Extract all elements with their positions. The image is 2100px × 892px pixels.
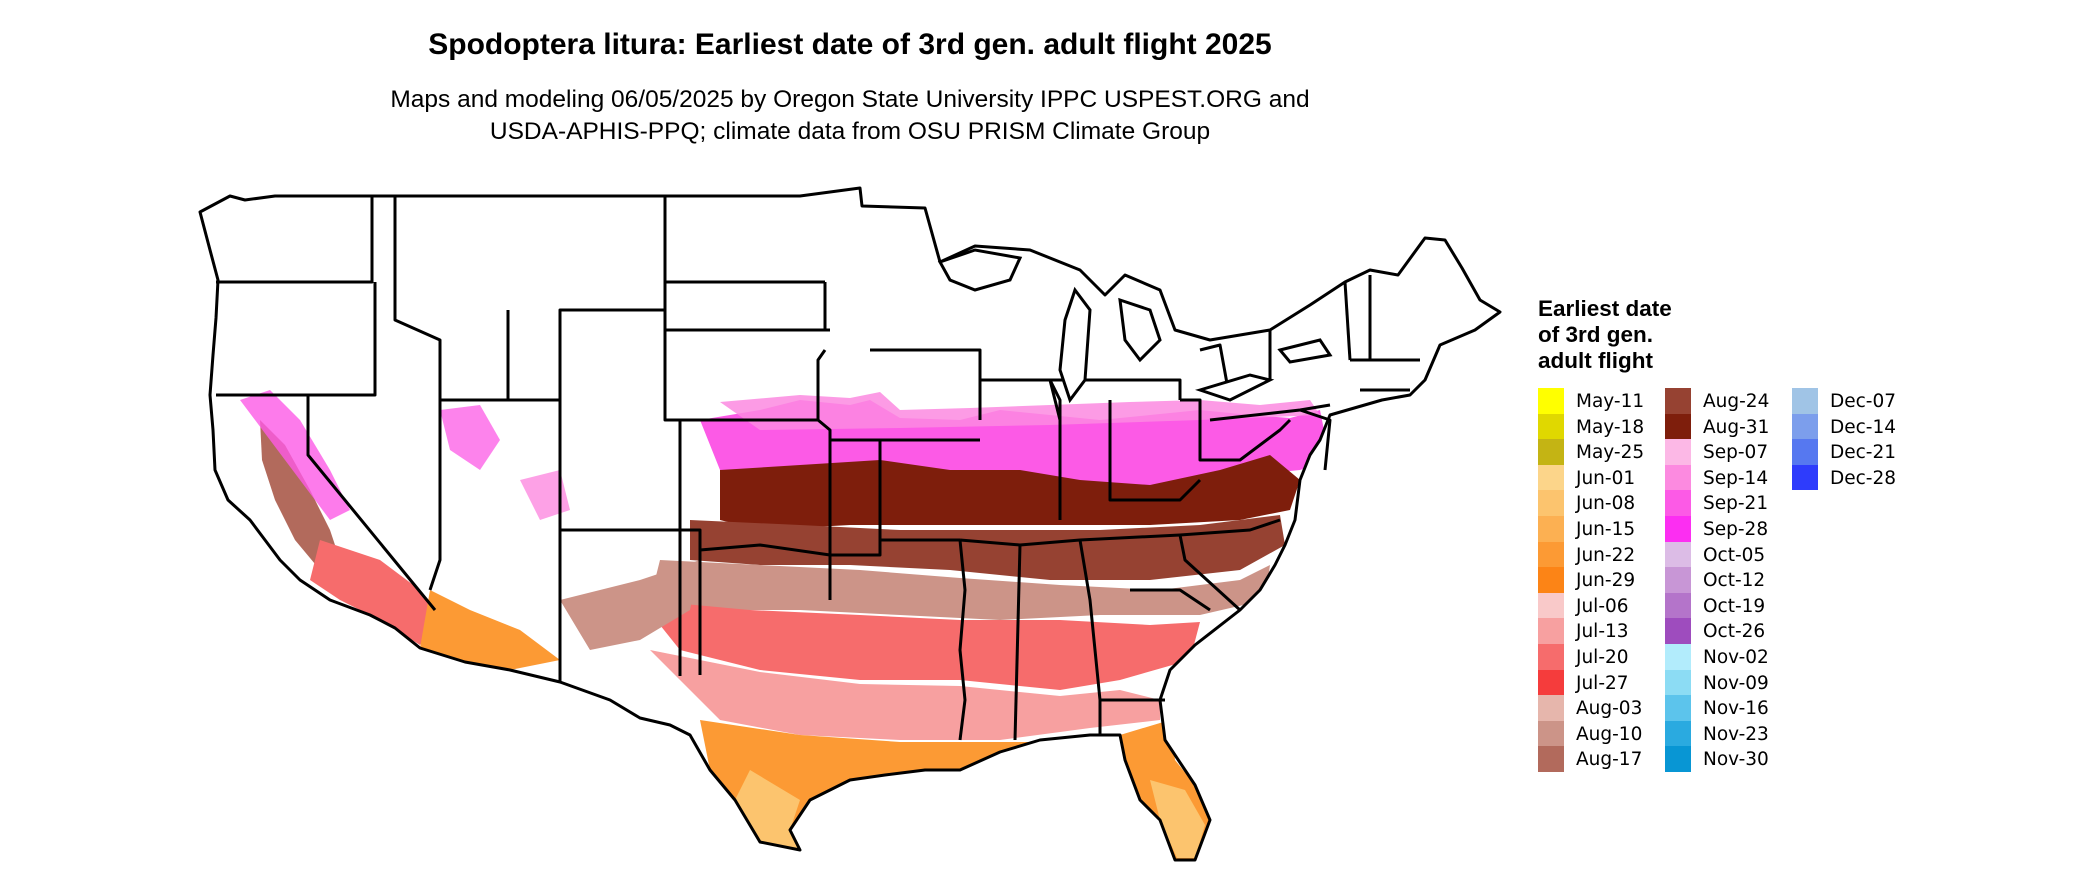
- legend-label: Dec-28: [1830, 467, 1897, 489]
- legend-label: Jul-06: [1576, 595, 1629, 617]
- legend-swatch: [1665, 720, 1691, 747]
- zone-jul-pink: [650, 650, 1160, 740]
- zone-aug-medium: [690, 515, 1285, 580]
- zone-arizona: [420, 590, 560, 670]
- zone-great-basin-fringe: [440, 405, 500, 470]
- legend-swatch: [1665, 592, 1691, 619]
- zone-sep-lavender: [720, 392, 1320, 430]
- legend-swatch: [1538, 388, 1564, 414]
- legend-swatch: [1538, 490, 1564, 516]
- subtitle-line-2: USDA-APHIS-PPQ; climate data from OSU PR…: [489, 118, 1211, 145]
- legend-swatch: [1792, 413, 1818, 440]
- zone-ca-valley: [260, 420, 340, 570]
- legend-swatch: [1538, 746, 1564, 772]
- legend-label: Jun-22: [1576, 544, 1636, 566]
- zone-nm-tx-west: [560, 560, 700, 650]
- great-lakes: [937, 248, 1333, 404]
- legend-swatch: [1665, 490, 1691, 516]
- legend-swatch: [1538, 643, 1564, 670]
- legend-label: Aug-24: [1703, 391, 1770, 412]
- legend-label: Oct-12: [1703, 570, 1766, 592]
- legend-swatch: [1538, 464, 1564, 491]
- zone-socal: [310, 540, 440, 645]
- legend-label: Aug-17: [1576, 749, 1643, 771]
- legend-swatch: [1792, 439, 1818, 465]
- legend-swatch: [1792, 464, 1818, 491]
- zone-jul-red: [640, 600, 1200, 690]
- legend-label: Nov-30: [1703, 749, 1769, 771]
- legend-swatch: [1665, 439, 1691, 465]
- legend-label: Jul-20: [1576, 646, 1629, 668]
- legend-swatch: [1665, 541, 1691, 568]
- zone-utah-fringe: [520, 470, 570, 520]
- legend-label: Sep-28: [1703, 518, 1769, 540]
- state-boundaries: [198, 186, 1502, 862]
- zone-florida-south: [1150, 780, 1205, 858]
- legend-title-line-1: Earliest date: [1538, 296, 1672, 321]
- legend-swatch: [1665, 413, 1691, 440]
- subtitle-line-1: Maps and modeling 06/05/2025 by Oregon S…: [390, 86, 1310, 113]
- legend-label: Oct-26: [1703, 621, 1766, 643]
- legend-label: Jun-15: [1576, 518, 1636, 540]
- legend-title-line-3: adult flight: [1538, 348, 1653, 373]
- legend-swatch: [1665, 643, 1691, 670]
- legend-label: Oct-05: [1703, 544, 1766, 566]
- legend-swatch: [1665, 388, 1691, 414]
- legend-swatch: [1538, 669, 1564, 696]
- legend-swatch: [1538, 592, 1564, 619]
- legend-label: Aug-10: [1576, 723, 1643, 745]
- legend-swatch: [1665, 669, 1691, 696]
- map-subtitle: Maps and modeling 06/05/2025 by Oregon S…: [0, 84, 1700, 148]
- legend-label: Dec-14: [1830, 416, 1897, 438]
- legend-label: Jul-27: [1576, 672, 1629, 694]
- legend-label: May-18: [1576, 416, 1645, 438]
- legend-swatch: [1665, 515, 1691, 542]
- legend-label: Jun-08: [1576, 493, 1636, 515]
- legend-swatch: [1538, 439, 1564, 465]
- legend-label: Sep-14: [1703, 467, 1769, 489]
- legend-swatch: [1538, 515, 1564, 542]
- legend-swatch: [1538, 541, 1564, 568]
- legend-label: Jun-29: [1576, 570, 1636, 592]
- legend-swatch: [1665, 695, 1691, 721]
- legend-swatch: [1665, 464, 1691, 491]
- legend-label: Dec-21: [1830, 442, 1897, 464]
- legend-swatch: [1538, 413, 1564, 440]
- legend-label: Aug-03: [1576, 698, 1643, 720]
- legend-swatch: [1665, 746, 1691, 772]
- legend-label: Sep-07: [1703, 442, 1769, 464]
- legend-label: Nov-16: [1703, 698, 1769, 720]
- legend-label: Jul-13: [1576, 621, 1629, 643]
- legend-label: Aug-31: [1703, 416, 1770, 438]
- legend-label: Sep-21: [1703, 493, 1769, 515]
- legend-swatch: [1538, 695, 1564, 721]
- legend-label: Dec-07: [1830, 391, 1897, 412]
- zone-sw-fringe: [240, 390, 350, 520]
- legend-swatch: [1792, 388, 1818, 414]
- map-title: Spodoptera litura: Earliest date of 3rd …: [428, 28, 1272, 61]
- legend-label: Oct-19: [1703, 595, 1766, 617]
- zone-jun-light: [735, 770, 800, 850]
- legend-label: Nov-09: [1703, 672, 1769, 694]
- legend-swatch: [1538, 567, 1564, 593]
- legend-title-line-2: of 3rd gen.: [1538, 322, 1654, 347]
- zone-aug-dark: [720, 455, 1300, 530]
- legend-label: Nov-23: [1703, 723, 1769, 745]
- legend-swatch: [1538, 720, 1564, 747]
- legend-swatch: [1665, 567, 1691, 593]
- legend-label: Nov-02: [1703, 646, 1769, 668]
- legend-label: Jun-01: [1576, 467, 1636, 489]
- legend-swatch: [1538, 618, 1564, 644]
- legend-title: Earliest date of 3rd gen. adult flight: [1538, 296, 1738, 374]
- legend-label: May-11: [1576, 391, 1645, 412]
- legend-label: May-25: [1576, 442, 1645, 464]
- legend-swatch: [1665, 618, 1691, 644]
- zone-aug-light: [650, 560, 1270, 620]
